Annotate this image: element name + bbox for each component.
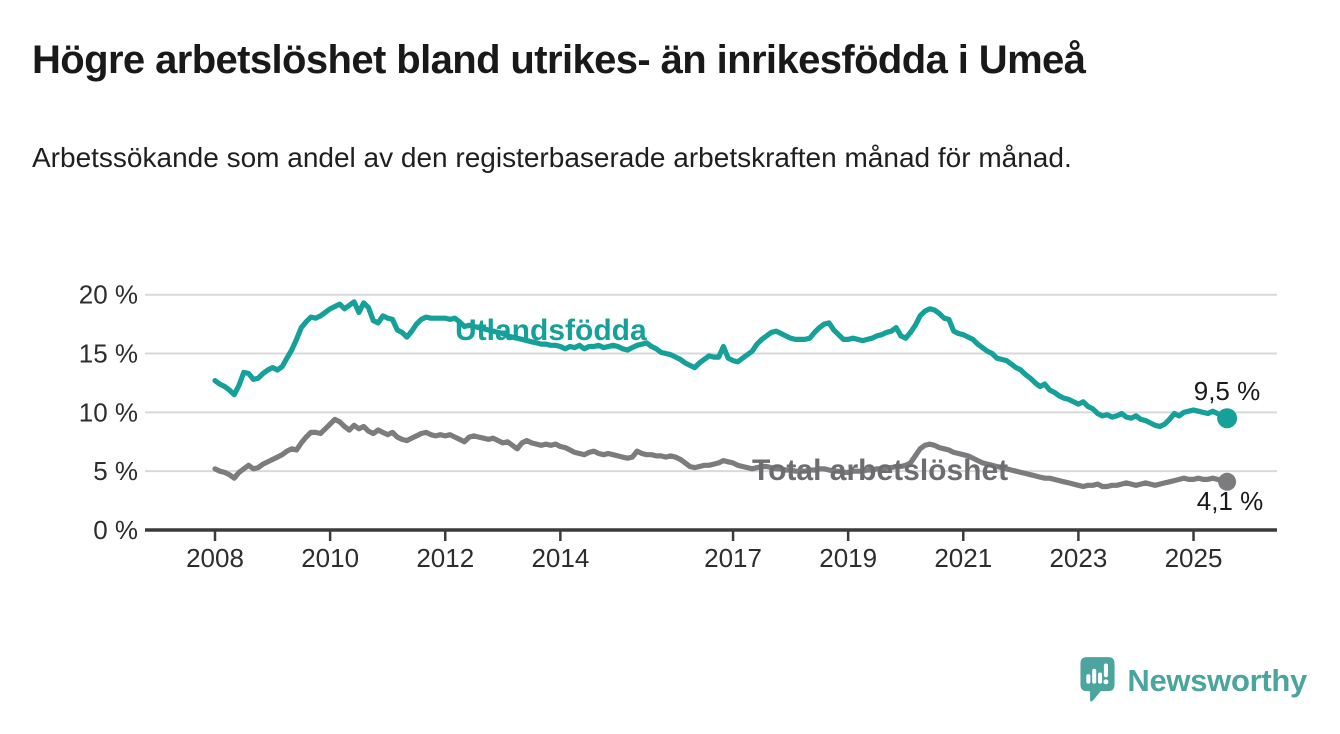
x-tick-label: 2021 — [934, 543, 992, 573]
unemployment-line-chart: 0 % 5 % 10 % 15 % 20 % 2008 2010 2012 2014 2017 20… — [79, 280, 1277, 573]
chart-labels: Utlandsfödda Total arbetslöshet 9,5 % 4,… — [455, 314, 1263, 516]
y-tick-label: 15 % — [79, 339, 138, 369]
series-lines — [212, 299, 1238, 491]
series-label-utlandsfodda: Utlandsfödda — [455, 314, 647, 347]
x-tick-label: 2012 — [416, 543, 474, 573]
end-dot-line-utlandsfodda — [1217, 408, 1238, 429]
newsworthy-logo-icon — [1080, 657, 1115, 702]
speech-bubble-shape — [1080, 657, 1115, 702]
x-tick-label: 2014 — [531, 543, 589, 573]
bar-chart-glyph — [1086, 663, 1109, 685]
newsworthy-logo: Newsworthy — [1079, 656, 1307, 705]
x-axis: 0 % 5 % 10 % 15 % 20 % 2008 2010 2012 2014 2017 20… — [79, 280, 1277, 573]
gridlines — [145, 293, 1277, 473]
page-subtitle: Arbetssökande som andel av den registerb… — [32, 142, 1072, 173]
end-dot-line-total-arbetsloshet — [1218, 472, 1237, 491]
line-utlandsfodda — [212, 299, 1230, 430]
series-label-total-arbetsloshet: Total arbetslöshet — [752, 454, 1008, 487]
y-tick-label: 0 % — [93, 515, 138, 545]
page-title: Högre arbetslöshet bland utrikes- än inr… — [32, 38, 1086, 82]
y-tick-label: 10 % — [79, 397, 138, 427]
y-tick-label: 20 % — [79, 280, 138, 310]
end-value-label-total: 4,1 % — [1197, 486, 1264, 516]
x-tick-label: 2019 — [819, 543, 877, 573]
x-tick-label: 2025 — [1165, 543, 1223, 573]
x-tick-label: 2008 — [186, 543, 244, 573]
end-value-label-utlandsfodda: 9,5 % — [1194, 376, 1261, 406]
x-tick-label: 2023 — [1049, 543, 1107, 573]
x-tick-label: 2017 — [704, 543, 762, 573]
line-total-arbetsloshet — [212, 416, 1230, 490]
y-tick-label: 5 % — [93, 456, 138, 486]
newsworthy-logo-text: Newsworthy — [1127, 662, 1307, 698]
x-tick-label: 2010 — [301, 543, 359, 573]
